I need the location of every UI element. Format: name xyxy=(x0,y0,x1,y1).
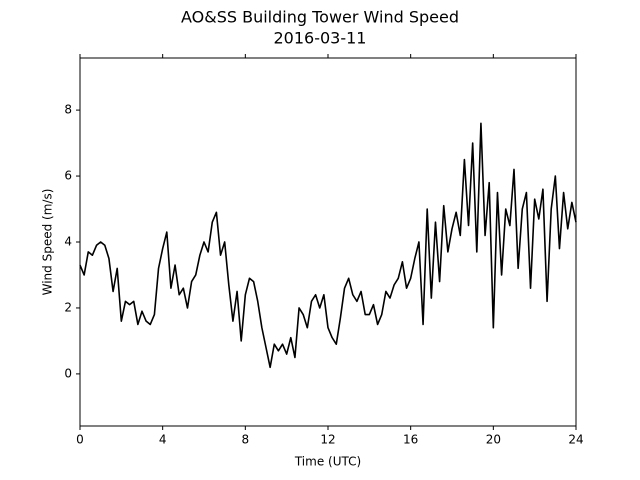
x-tick-label: 20 xyxy=(486,433,501,447)
x-axis-label: Time (UTC) xyxy=(294,455,361,469)
data-line xyxy=(79,122,577,369)
x-tick-label: 4 xyxy=(159,433,167,447)
plot-frame xyxy=(79,57,577,427)
y-tick-label: 6 xyxy=(64,169,72,183)
chart-title: AO&SS Building Tower Wind Speed xyxy=(181,8,459,27)
x-tick-label: 8 xyxy=(242,433,250,447)
y-tick-label: 0 xyxy=(64,366,72,380)
y-tick-label: 4 xyxy=(64,235,72,249)
x-tick-label: 12 xyxy=(320,433,335,447)
chart-subtitle: 2016-03-11 xyxy=(274,29,367,48)
x-tick-label: 0 xyxy=(76,433,84,447)
x-tick-label: 24 xyxy=(568,433,583,447)
y-tick-label: 2 xyxy=(64,300,72,314)
y-axis-label: Wind Speed (m/s) xyxy=(41,189,55,296)
y-tick-label: 8 xyxy=(64,103,72,117)
x-tick-label: 16 xyxy=(403,433,418,447)
